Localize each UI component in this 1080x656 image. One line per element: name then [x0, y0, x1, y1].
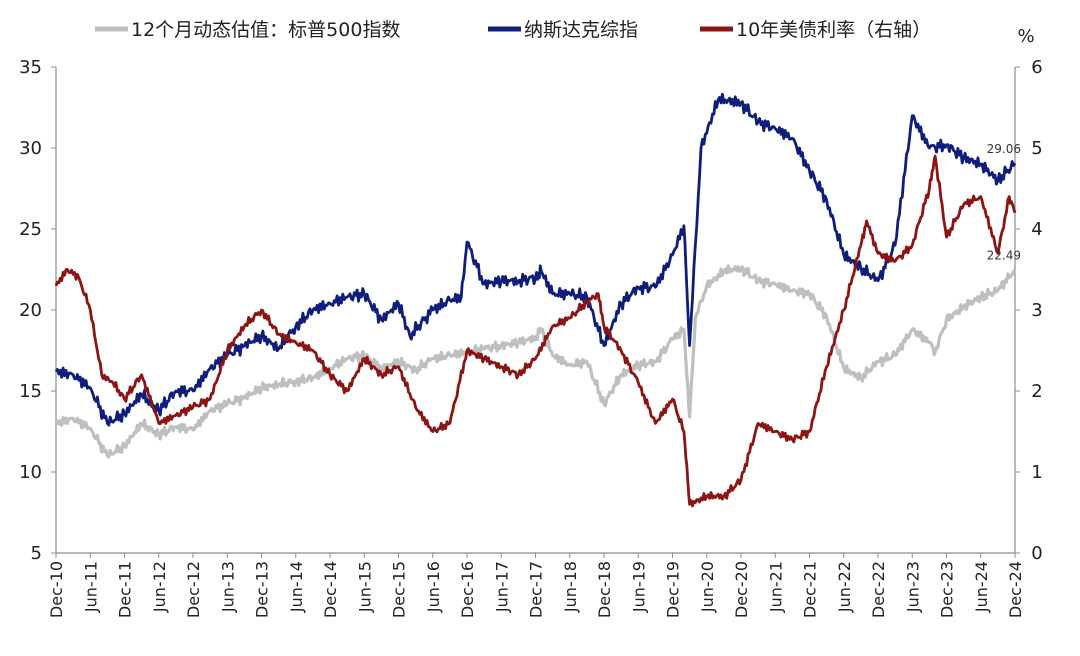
x-tick-label: Dec-10	[47, 561, 66, 618]
x-tick-label: Dec-16	[458, 561, 477, 618]
y-right-tick-label: 0	[1031, 543, 1042, 564]
y-left-tick-label: 10	[19, 462, 42, 483]
y-right-tick-label: 6	[1031, 57, 1042, 78]
series-line-2	[54, 154, 1017, 508]
x-tick-label: Dec-23	[938, 561, 957, 618]
x-tick-label: Jun-20	[698, 561, 717, 613]
legend-label-pe: 12个月动态估值：标普500指数	[131, 19, 400, 41]
x-tick-label: Jun-14	[287, 561, 306, 613]
end-value-label-0: 22.49	[987, 249, 1021, 263]
x-tick-label: Jun-12	[150, 561, 169, 613]
end-value-label-1: 29.06	[987, 142, 1021, 156]
x-tick-label: Dec-21	[801, 561, 820, 618]
x-tick-label: Dec-20	[732, 561, 751, 618]
legend: 12个月动态估值：标普500指数 纳斯达克综指 10年美债利率（右轴）	[95, 19, 931, 41]
x-tick-label: Jun-13	[218, 561, 237, 613]
end-labels: 22.49 29.06	[987, 142, 1021, 262]
y-left-tick-label: 25	[19, 219, 42, 240]
x-tick-label: Jun-17	[492, 561, 511, 613]
y-right-tick-label: 2	[1031, 381, 1042, 402]
x-tick-label: Dec-19	[664, 561, 683, 618]
series-line-0	[54, 264, 1017, 459]
x-tick-label: Dec-22	[869, 561, 888, 618]
x-tick-label: Jun-22	[835, 561, 854, 613]
legend-label-treasury: 10年美债利率（右轴）	[736, 19, 931, 41]
y-left-tick-label: 20	[19, 300, 42, 321]
x-tick-label: Dec-13	[253, 561, 272, 618]
y-right-tick-label: 5	[1031, 138, 1042, 159]
y-right-tick-label: 4	[1031, 219, 1042, 240]
x-tick-label: Jun-18	[561, 561, 580, 613]
axes: 5 10 15 20 25 30 35 0 1 2 3 4 5 6 Dec-10 Jun-11 Dec-11 Ju…	[19, 57, 1043, 618]
x-tick-label: Dec-11	[116, 561, 135, 618]
x-tick-label: Dec-14	[321, 561, 340, 618]
x-tick-label: Jun-21	[766, 561, 785, 613]
x-tick-label: Dec-17	[527, 561, 546, 618]
x-tick-label: Jun-19	[629, 561, 648, 613]
x-tick-label: Dec-18	[595, 561, 614, 618]
y-right-tick-label: 1	[1031, 462, 1042, 483]
x-tick-label: Jun-16	[424, 561, 443, 613]
legend-label-nasdaq: 纳斯达克综指	[524, 19, 638, 41]
y-left-tick-label: 35	[19, 57, 42, 78]
series-layer	[54, 92, 1017, 508]
y-left-tick-label: 15	[19, 381, 42, 402]
x-tick-label: Dec-12	[184, 561, 203, 618]
x-tick-label: Jun-24	[972, 561, 991, 613]
x-tick-label: Jun-11	[81, 561, 100, 613]
right-axis-unit: %	[1017, 26, 1034, 47]
x-tick-label: Jun-15	[355, 561, 374, 613]
y-right-tick-label: 3	[1031, 300, 1042, 321]
x-tick-label: Dec-24	[1006, 561, 1025, 618]
x-tick-label: Jun-23	[903, 561, 922, 613]
x-tick-label: Dec-15	[390, 561, 409, 618]
series-line-1	[54, 92, 1017, 427]
y-left-tick-label: 30	[19, 138, 42, 159]
y-left-tick-label: 5	[31, 543, 42, 564]
